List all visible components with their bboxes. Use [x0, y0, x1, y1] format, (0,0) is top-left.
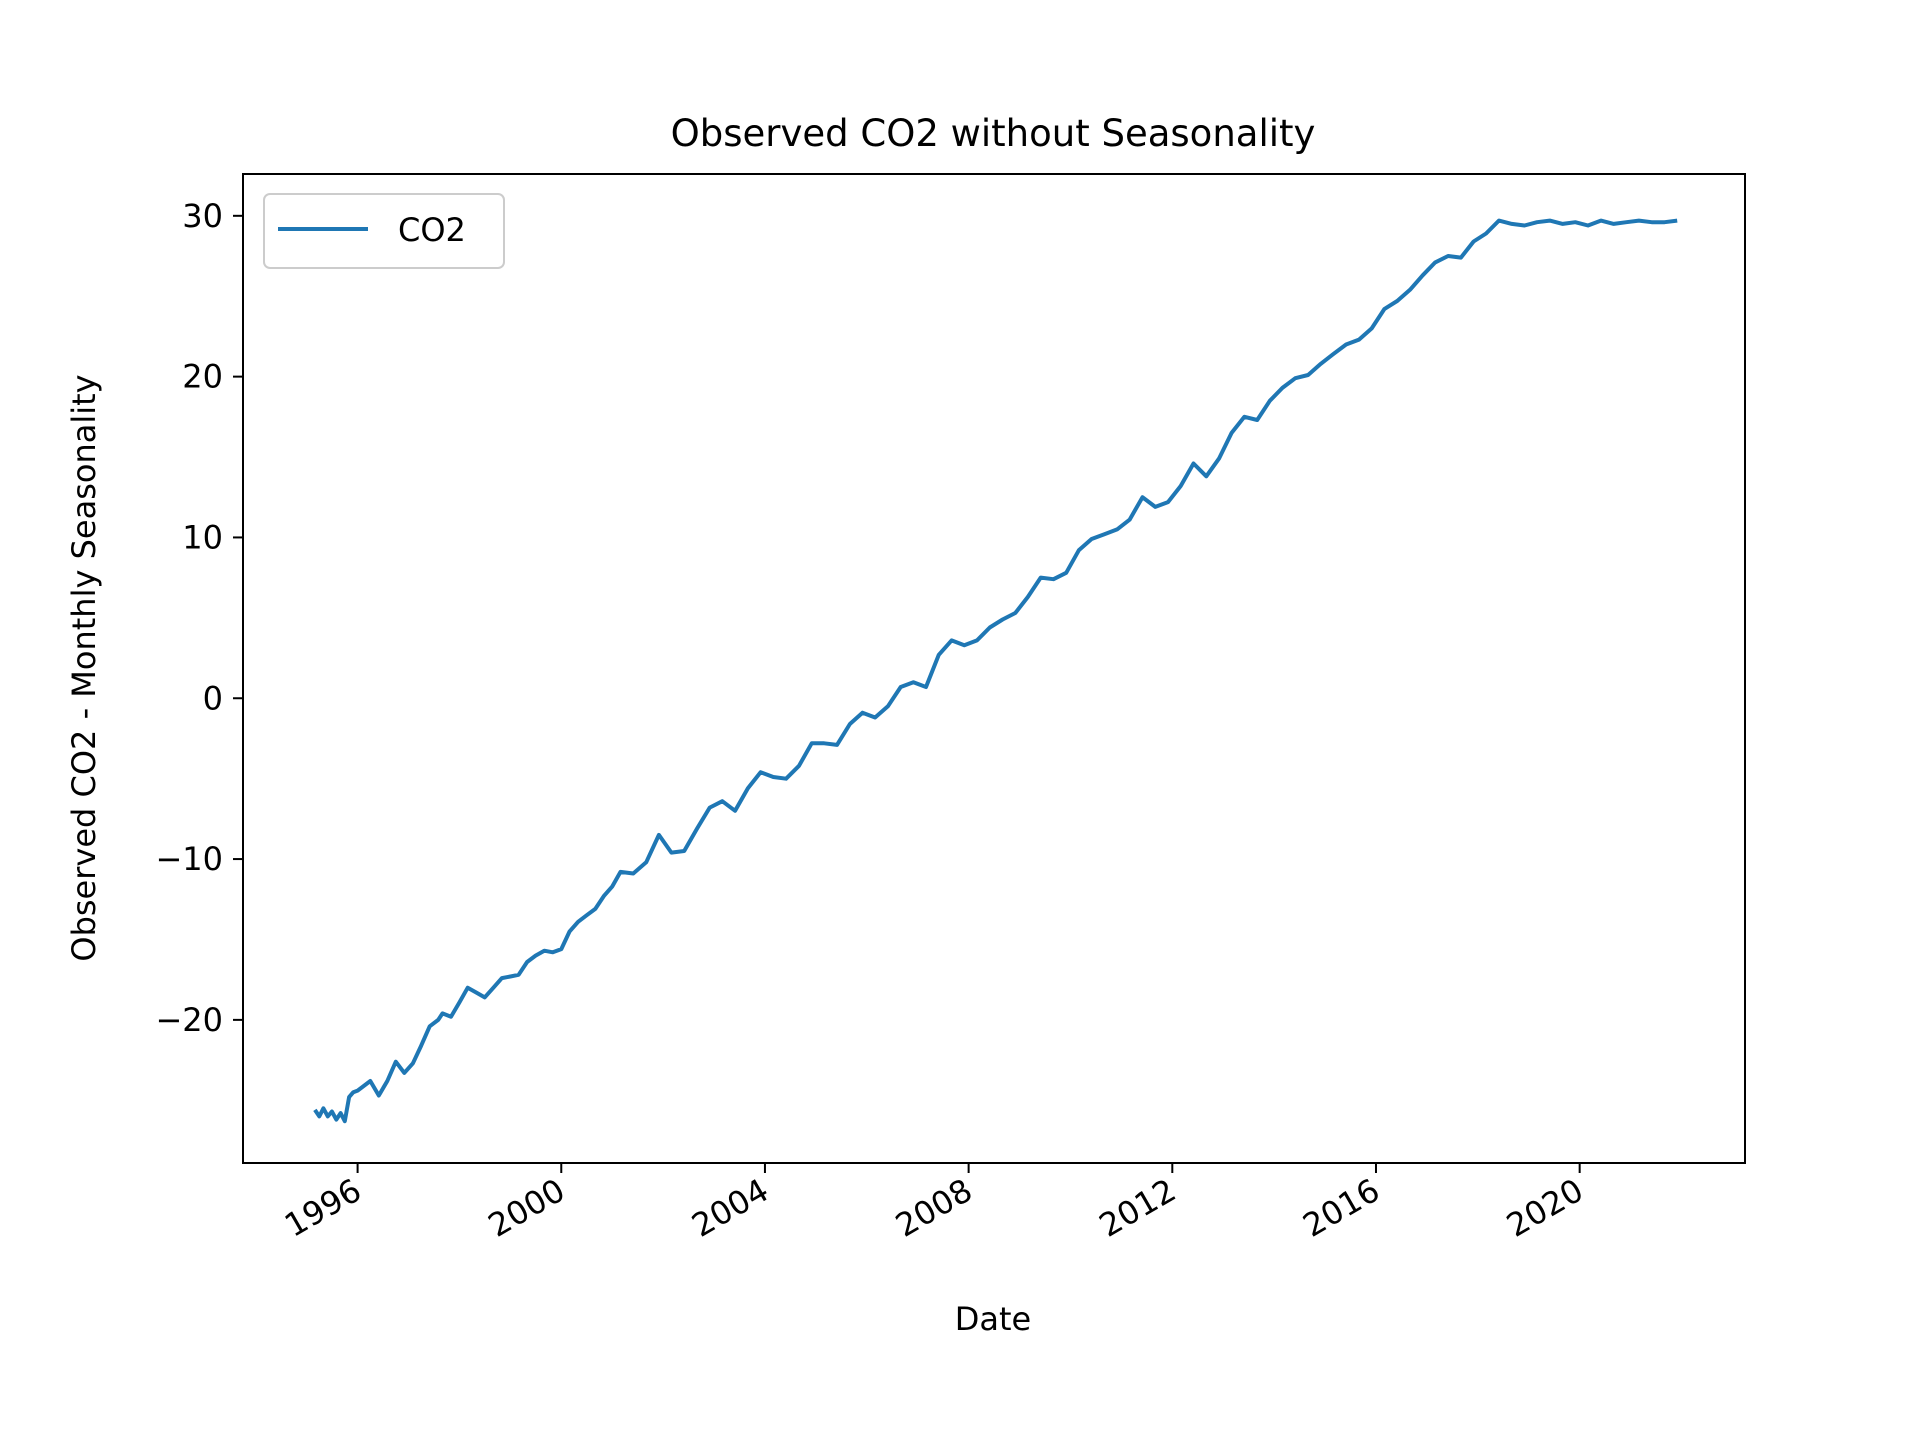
- chart-title: Observed CO2 without Seasonality: [671, 112, 1316, 155]
- axes-frame: [242, 173, 1746, 1164]
- y-tick-label: −20: [155, 1001, 223, 1039]
- x-axis-label: Date: [955, 1300, 1031, 1338]
- legend-box: [263, 193, 505, 269]
- series-line-co2: [313, 218, 1678, 1124]
- y-axis-label: Observed CO2 - Monthly Seasonality: [65, 374, 103, 961]
- legend-entry-co2: CO2: [398, 211, 466, 249]
- legend: CO2: [263, 193, 505, 269]
- plot-area: [313, 218, 1678, 1124]
- y-tick-label: 20: [182, 358, 223, 396]
- y-tick-label: 0: [203, 679, 223, 717]
- y-tick-label: 10: [182, 518, 223, 556]
- y-tick-label: 30: [182, 197, 223, 235]
- y-tick-label: −10: [155, 840, 223, 878]
- y-axis-ticks: −20 −10 0 10 20 30: [155, 197, 243, 1039]
